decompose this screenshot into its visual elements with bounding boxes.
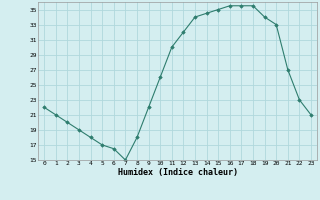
X-axis label: Humidex (Indice chaleur): Humidex (Indice chaleur) <box>118 168 238 177</box>
